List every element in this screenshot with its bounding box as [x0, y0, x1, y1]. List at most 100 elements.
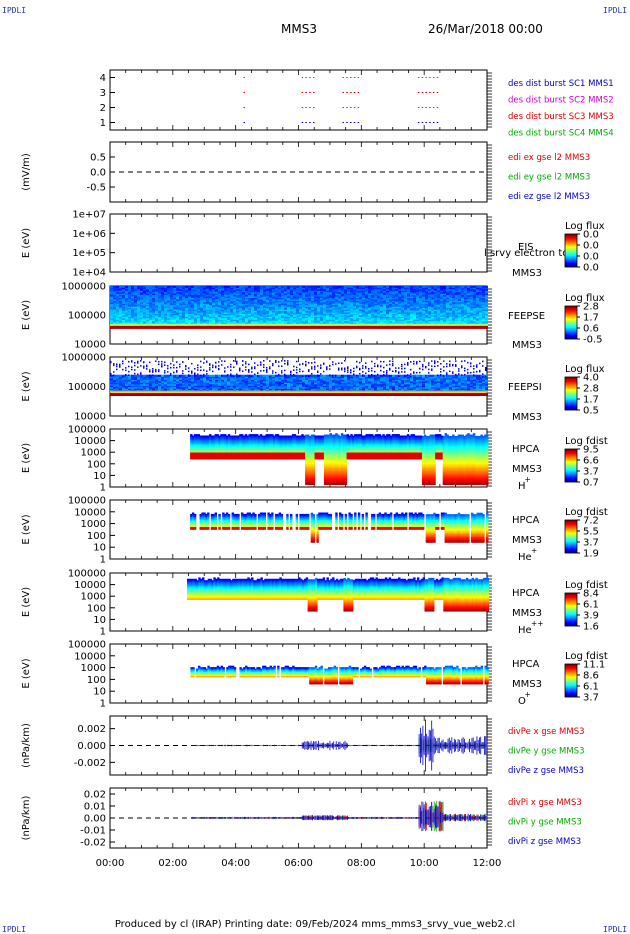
spectrogram-cell	[227, 300, 230, 303]
spectrogram-cell	[116, 393, 119, 397]
spectrogram-speck	[125, 367, 127, 369]
spectrogram-cell	[209, 297, 212, 300]
spectrogram-cell	[122, 301, 125, 304]
spectrogram-cell	[146, 315, 149, 317]
spectrogram-cell	[137, 306, 140, 309]
spectrogram-cell	[269, 322, 272, 325]
spectrogram-cell	[119, 316, 122, 319]
spectrogram-cell	[182, 303, 185, 306]
spectrogram-cell	[119, 293, 122, 296]
spectrogram-cell	[260, 296, 263, 298]
spectrogram-cell	[176, 310, 179, 313]
spectrogram-cell	[416, 325, 419, 329]
spectrogram-cell	[110, 393, 113, 397]
spectrogram-cell	[332, 286, 335, 288]
spectrogram-cell	[146, 290, 149, 293]
spectrogram-cell	[182, 304, 185, 307]
spectrogram-cell	[299, 325, 302, 329]
spectrogram-cell	[254, 313, 257, 316]
spectrogram-cell	[239, 310, 242, 313]
spectrogram-cell	[119, 310, 122, 313]
spectrogram-cell	[299, 323, 302, 326]
spectrogram-cell	[173, 303, 176, 306]
spectrogram-cell	[119, 390, 122, 393]
spectrogram-cell	[239, 290, 242, 293]
spectrogram-cell	[440, 323, 443, 326]
spectrogram-cell	[269, 296, 272, 298]
spectrogram-cell	[212, 300, 215, 303]
burst-interval-mark	[436, 92, 439, 93]
spectrogram-cell	[302, 325, 305, 329]
spectrogram-cell	[197, 310, 200, 313]
spectrogram-cell	[200, 299, 203, 301]
spectrogram-cell	[149, 303, 152, 306]
spectrogram-cell	[215, 297, 218, 300]
spectrogram-cell	[128, 290, 131, 293]
spectrogram-cell	[311, 325, 314, 329]
spectrogram-cell	[173, 291, 176, 294]
spectrogram-cell	[125, 310, 128, 313]
spectrogram-cell	[119, 288, 122, 291]
burst-interval-mark	[357, 92, 360, 93]
series-label: des dist burst SC4 MMS4	[508, 129, 614, 139]
spectrogram-cell	[263, 309, 266, 312]
spectrogram-cell	[191, 299, 194, 301]
spectrogram-cell	[236, 306, 239, 309]
spectrogram-cell	[254, 310, 257, 313]
spectrogram-cell	[119, 312, 122, 314]
spectrogram-cell	[116, 320, 119, 323]
spectrogram-cell	[194, 323, 197, 326]
spectrogram-cell	[179, 286, 182, 288]
spectrogram-cell	[113, 303, 116, 306]
spectrogram-cell	[185, 296, 188, 298]
spectrogram-cell	[236, 325, 239, 329]
spectrogram-cell	[254, 309, 257, 312]
date-time-title: 26/Mar/2018 00:00	[428, 22, 543, 36]
spectrogram-cell	[167, 303, 170, 306]
spectrogram-cell	[110, 307, 113, 310]
spectrogram-cell	[254, 293, 257, 296]
spectrogram-cell	[137, 315, 140, 317]
spectrogram-cell	[254, 322, 257, 325]
spectrogram-cell	[419, 325, 422, 329]
spectrogram-cell	[119, 322, 122, 325]
spectrogram-cell	[188, 309, 191, 312]
spectrogram-cell	[191, 323, 194, 326]
spectrogram-cell	[251, 296, 254, 298]
spectrogram-cell	[248, 286, 251, 288]
y-tick-label: -0.5	[86, 183, 106, 194]
spectrogram-cell	[212, 319, 215, 322]
spectrogram-cell	[164, 313, 167, 316]
spectrogram-cell	[119, 309, 122, 312]
spectrogram-cell	[185, 313, 188, 316]
spectrogram-cell	[296, 325, 299, 329]
spectrogram-cell	[200, 306, 203, 309]
spectrogram-cell	[185, 323, 188, 326]
spectrogram-cell	[125, 286, 128, 288]
spectrogram-cell	[128, 315, 131, 317]
spectrogram-cell	[230, 286, 233, 288]
spectrogram-cell	[218, 317, 221, 320]
spectrogram-cell	[122, 297, 125, 300]
spectrogram-cell	[266, 299, 269, 301]
spectrogram-cell	[158, 313, 161, 316]
spectrogram-cell	[266, 306, 269, 309]
spectrogram-cell	[197, 323, 200, 326]
spectrogram-cell	[191, 310, 194, 313]
spectrogram-cell	[134, 317, 137, 320]
spectrogram-cell	[203, 310, 206, 313]
spectrogram-cell	[221, 313, 224, 316]
burst-interval-mark	[350, 122, 352, 123]
spectrogram-cell	[170, 300, 173, 303]
spectrogram-cell	[200, 319, 203, 322]
spectrogram-cell	[194, 303, 197, 306]
spectrogram-cell	[113, 293, 116, 296]
burst-interval-mark	[243, 92, 246, 93]
spectrogram-cell	[164, 290, 167, 293]
spectrogram-cell	[434, 323, 437, 326]
spectrogram-cell	[218, 325, 221, 329]
spectrogram-cell	[116, 307, 119, 310]
spectrogram-cell	[257, 287, 260, 290]
spectrogram-cell	[224, 287, 227, 290]
spectrogram-cell	[170, 306, 173, 309]
